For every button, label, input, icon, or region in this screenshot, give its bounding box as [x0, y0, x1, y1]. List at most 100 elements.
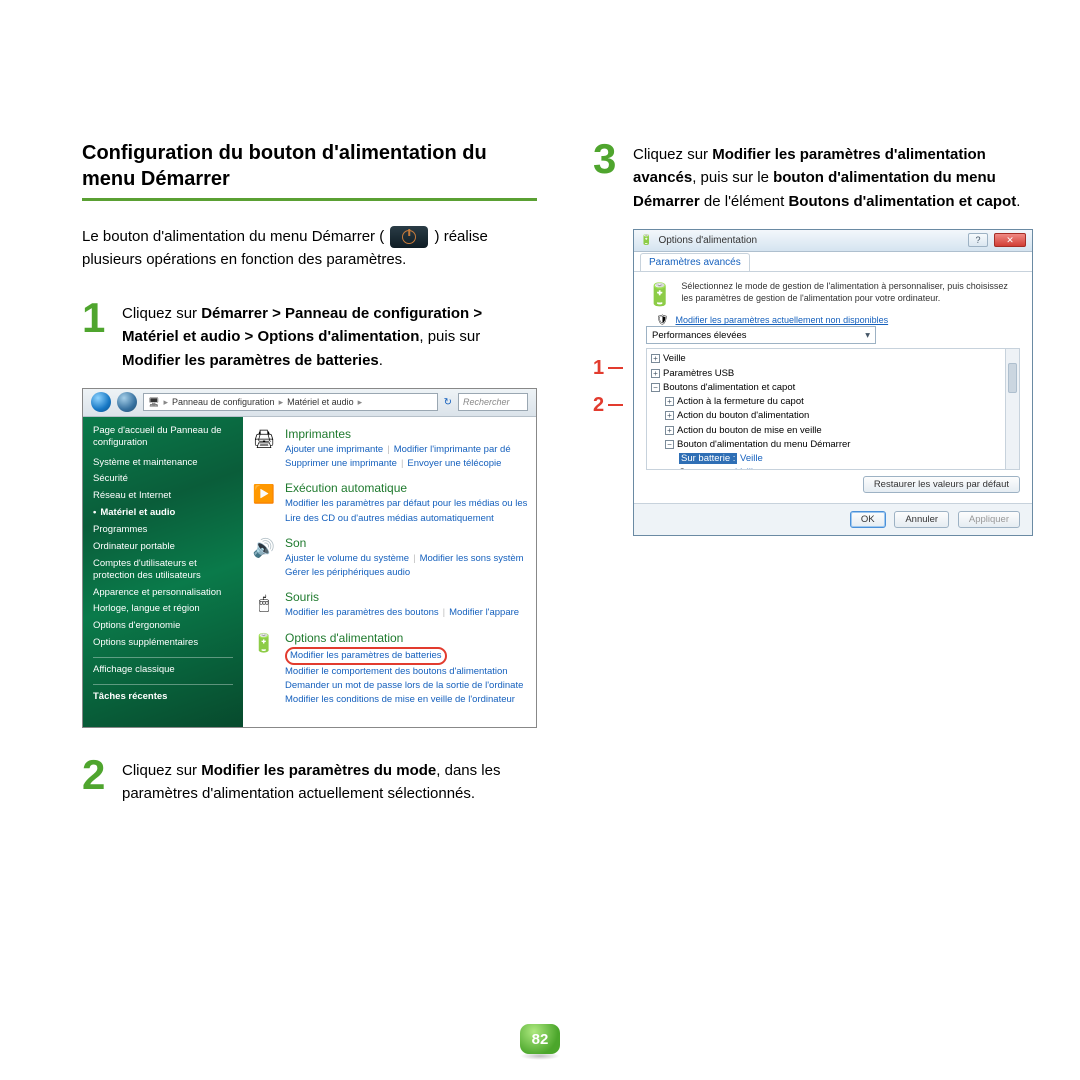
scrollbar-thumb[interactable]	[1008, 363, 1017, 393]
step-1-number: 1	[82, 299, 110, 337]
breadcrumb[interactable]: 🖥 ▸ Panneau de configuration ▸ Matériel …	[143, 393, 438, 411]
cp-sidebar: Page d'accueil du Panneau de configurati…	[83, 417, 243, 727]
expand-icon[interactable]: +	[651, 354, 660, 363]
cp-toolbar: 🖥 ▸ Panneau de configuration ▸ Matériel …	[83, 389, 536, 417]
link-mod-printer[interactable]: Modifier l'imprimante par dé	[394, 444, 511, 455]
link-pwr-3[interactable]: Modifier les conditions de mise en veill…	[285, 694, 515, 705]
link-fax[interactable]: Envoyer une télécopie	[407, 458, 501, 469]
help-button[interactable]: ?	[968, 233, 988, 247]
sidebar-header[interactable]: Page d'accueil du Panneau de configurati…	[93, 425, 233, 449]
plan-combo[interactable]: Performances élevées ▾	[646, 326, 876, 344]
tree-sleep[interactable]: Veille	[663, 353, 686, 364]
link-volume[interactable]: Ajuster le volume du système	[285, 553, 409, 564]
link-unavailable-settings[interactable]: Modifier les paramètres actuellement non…	[675, 315, 888, 325]
tree-usb[interactable]: Paramètres USB	[663, 368, 734, 379]
link-audio-dev[interactable]: Gérer les périphériques audio	[285, 567, 410, 578]
sidebar-item-hardware[interactable]: Matériel et audio	[93, 507, 233, 519]
scrollbar[interactable]	[1005, 349, 1019, 469]
tree-power-btn[interactable]: Action du bouton d'alimentation	[677, 410, 809, 421]
cancel-button[interactable]: Annuler	[894, 511, 949, 528]
step-2-bold: Modifier les paramètres du mode	[201, 762, 436, 779]
battery-icon: 🔋	[646, 280, 673, 310]
intro-paragraph: Le bouton d'alimentation du menu Démarre…	[82, 225, 537, 272]
expand-icon[interactable]: +	[665, 397, 674, 406]
search-input[interactable]: Rechercher	[458, 393, 528, 411]
sidebar-item-extra[interactable]: Options supplémentaires	[93, 637, 233, 649]
link-pwr-2[interactable]: Demander un mot de passe lors de la sort…	[285, 680, 523, 691]
tree-on-ac-value[interactable]: Veille	[736, 467, 759, 470]
settings-tree[interactable]: +Veille +Paramètres USB −Boutons d'alime…	[646, 348, 1020, 470]
combo-value: Performances élevées	[652, 330, 747, 341]
sidebar-item-network[interactable]: Réseau et Internet	[93, 490, 233, 502]
cat-title-sound[interactable]: Son	[285, 536, 524, 550]
cp-cat-sound: 🔊 Son Ajuster le volume du système|Modif…	[251, 536, 536, 581]
tree-on-battery-value[interactable]: Veille	[740, 453, 763, 464]
ok-button[interactable]: OK	[850, 511, 886, 528]
link-mouse-1[interactable]: Modifier les paramètres des boutons	[285, 607, 439, 618]
crumb-1[interactable]: Panneau de configuration	[172, 397, 275, 407]
sidebar-item-system[interactable]: Système et maintenance	[93, 457, 233, 469]
expand-icon[interactable]: +	[665, 426, 674, 435]
link-del-printer[interactable]: Supprimer une imprimante	[285, 458, 397, 469]
cat-title-printers[interactable]: Imprimantes	[285, 427, 511, 441]
tree-buttons[interactable]: Boutons d'alimentation et capot	[663, 382, 795, 393]
link-add-printer[interactable]: Ajouter une imprimante	[285, 444, 383, 455]
close-button[interactable]: ✕	[994, 233, 1026, 247]
step-3-post: .	[1016, 193, 1020, 210]
tree-on-ac-label: Sur secteur :	[679, 467, 733, 470]
cat-title-mouse[interactable]: Souris	[285, 590, 519, 604]
callout-column: 1 2	[593, 229, 623, 431]
tree-on-battery-label[interactable]: Sur batterie :	[679, 453, 737, 464]
link-mouse-2[interactable]: Modifier l'appare	[449, 607, 519, 618]
nav-forward-icon[interactable]	[117, 392, 137, 412]
cp-main: 🖨 Imprimantes Ajouter une imprimante|Mod…	[243, 417, 536, 727]
nav-back-icon[interactable]	[91, 392, 111, 412]
tree-start-menu-btn[interactable]: Bouton d'alimentation du menu Démarrer	[677, 439, 850, 450]
link-battery-settings[interactable]: Modifier les paramètres de batteries	[290, 650, 442, 661]
apply-button[interactable]: Appliquer	[958, 511, 1020, 528]
tab-advanced[interactable]: Paramètres avancés	[640, 253, 750, 271]
step-1-post: .	[379, 352, 383, 369]
section-title: Configuration du bouton d'alimentation d…	[82, 140, 537, 192]
power-button-icon	[390, 226, 428, 248]
callout-2: 2	[593, 394, 623, 417]
sidebar-item-laptop[interactable]: Ordinateur portable	[93, 541, 233, 553]
crumb-2[interactable]: Matériel et audio	[287, 397, 354, 407]
sidebar-divider	[93, 657, 233, 658]
sidebar-divider	[93, 684, 233, 685]
printer-icon: 🖨	[251, 427, 277, 453]
control-panel-screenshot: 🖥 ▸ Panneau de configuration ▸ Matériel …	[82, 388, 537, 728]
refresh-icon[interactable]: ↻	[444, 397, 452, 408]
step-1-bold-2: Modifier les paramètres de batteries	[122, 352, 379, 369]
collapse-icon[interactable]: −	[651, 383, 660, 392]
link-sounds[interactable]: Modifier les sons systèm	[420, 553, 524, 564]
dialog-intro-text: Sélectionnez le mode de gestion de l'ali…	[681, 280, 1020, 310]
tree-lid[interactable]: Action à la fermeture du capot	[677, 396, 804, 407]
cat-title-power[interactable]: Options d'alimentation	[285, 631, 523, 645]
sidebar-item-users[interactable]: Comptes d'utilisateurs et protection des…	[93, 558, 233, 582]
expand-icon[interactable]: +	[651, 369, 660, 378]
sidebar-item-appearance[interactable]: Apparence et personnalisation	[93, 587, 233, 599]
link-pwr-1[interactable]: Modifier le comportement des boutons d'a…	[285, 666, 508, 677]
collapse-icon[interactable]: −	[665, 440, 674, 449]
cp-cat-autorun: ▶️ Exécution automatique Modifier les pa…	[251, 481, 536, 526]
link-autorun-1[interactable]: Modifier les paramètres par défaut pour …	[285, 498, 527, 509]
callout-1-num: 1	[593, 357, 604, 380]
mouse-icon: 🖱	[251, 590, 277, 616]
restore-defaults-button[interactable]: Restaurer les valeurs par défaut	[863, 476, 1020, 493]
step-3-body: Cliquez sur Modifier les paramètres d'al…	[633, 140, 1033, 213]
callout-2-num: 2	[593, 394, 604, 417]
cat-title-autorun[interactable]: Exécution automatique	[285, 481, 527, 495]
sidebar-recent-tasks: Tâches récentes	[93, 691, 233, 702]
sidebar-item-ergo[interactable]: Options d'ergonomie	[93, 620, 233, 632]
link-autorun-2[interactable]: Lire des CD ou d'autres médias automatiq…	[285, 513, 494, 524]
step-2-pre: Cliquez sur	[122, 762, 201, 779]
sidebar-item-security[interactable]: Sécurité	[93, 473, 233, 485]
intro-before: Le bouton d'alimentation du menu Démarre…	[82, 228, 384, 245]
expand-icon[interactable]: +	[665, 411, 674, 420]
sidebar-item-programs[interactable]: Programmes	[93, 524, 233, 536]
sidebar-classic-view[interactable]: Affichage classique	[93, 664, 233, 676]
sidebar-item-clock[interactable]: Horloge, langue et région	[93, 603, 233, 615]
tree-sleep-btn[interactable]: Action du bouton de mise en veille	[677, 425, 822, 436]
sound-icon: 🔊	[251, 536, 277, 562]
